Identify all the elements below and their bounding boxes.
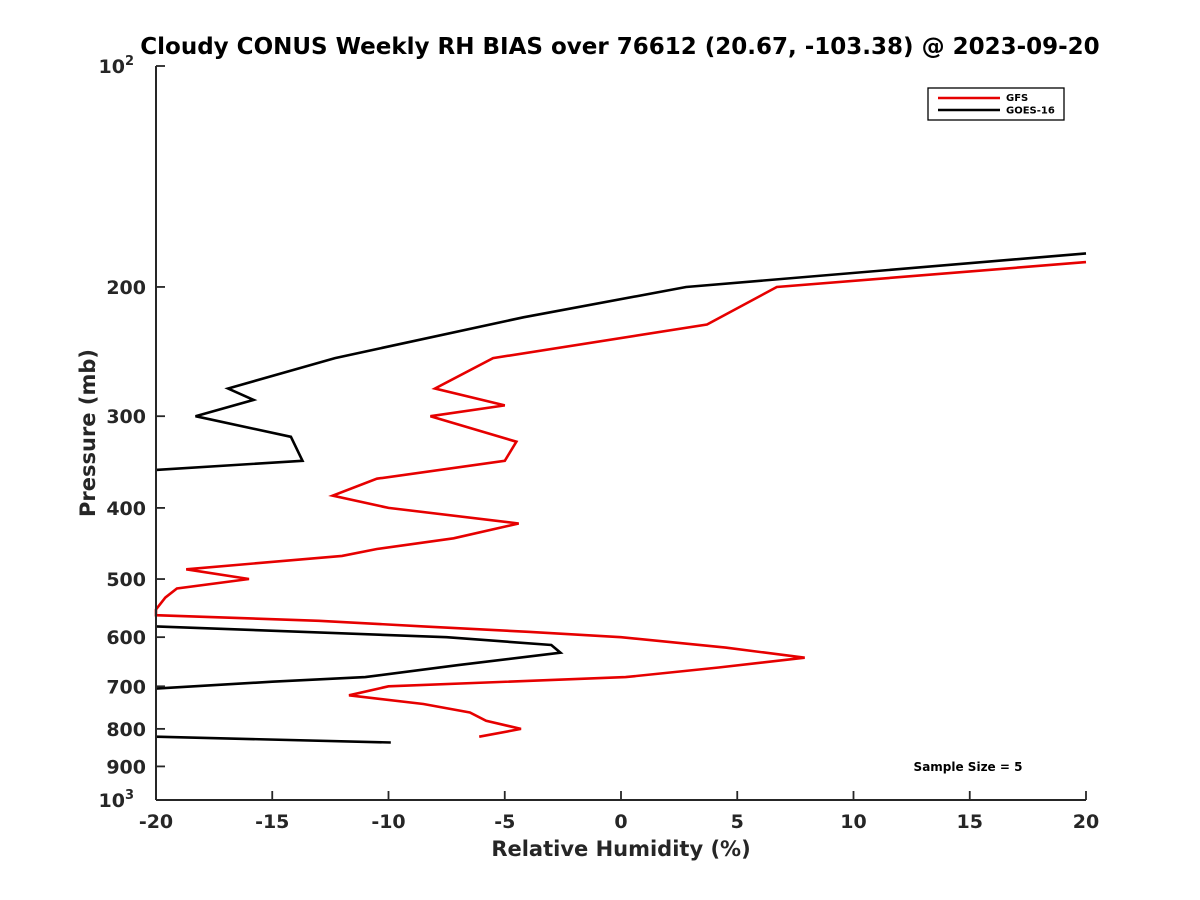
x-tick-label: 5 xyxy=(731,811,744,833)
y-tick-label: 102 xyxy=(99,54,135,78)
x-tick-label: -20 xyxy=(139,811,173,833)
series-line-gfs xyxy=(154,260,1087,738)
series-line-goes16 xyxy=(155,252,1087,744)
chart-title: Cloudy CONUS Weekly RH BIAS over 76612 (… xyxy=(140,34,1099,60)
x-tick-label: 0 xyxy=(614,811,627,833)
y-tick-label: 600 xyxy=(106,627,146,649)
legend-box xyxy=(927,87,1065,121)
x-tick-label: -10 xyxy=(371,811,405,833)
y-tick-label: 300 xyxy=(106,406,146,428)
x-tick-label: -5 xyxy=(494,811,515,833)
y-tick-label: 103 xyxy=(99,788,135,812)
y-tick-label: 400 xyxy=(106,498,146,520)
x-tick-label: 15 xyxy=(957,811,983,833)
x-tick-label: 10 xyxy=(840,811,866,833)
x-tick-label: 20 xyxy=(1073,811,1099,833)
ticks-layer: -20 -15 -10 -5 0 5 10 15 20 102 200 300 400 500 600 700… xyxy=(99,54,1100,833)
y-axis-label: Pressure (mb) xyxy=(76,349,100,517)
x-tick-label: -15 xyxy=(255,811,289,833)
y-tick-label: 200 xyxy=(106,277,146,299)
x-axis-label: Relative Humidity (%) xyxy=(491,837,750,861)
y-tick-label: 900 xyxy=(106,756,146,778)
series-layer xyxy=(154,252,1087,744)
y-tick-label: 700 xyxy=(106,676,146,698)
legend-label-goes16: GOES-16 xyxy=(1006,106,1055,117)
sample-size-annotation: Sample Size = 5 xyxy=(914,760,1023,774)
legend: GFS GOES-16 xyxy=(927,87,1065,121)
y-tick-label: 500 xyxy=(106,569,146,591)
y-tick-label: 800 xyxy=(106,719,146,741)
axes-layer xyxy=(155,66,1086,801)
legend-label-gfs: GFS xyxy=(1006,93,1028,104)
